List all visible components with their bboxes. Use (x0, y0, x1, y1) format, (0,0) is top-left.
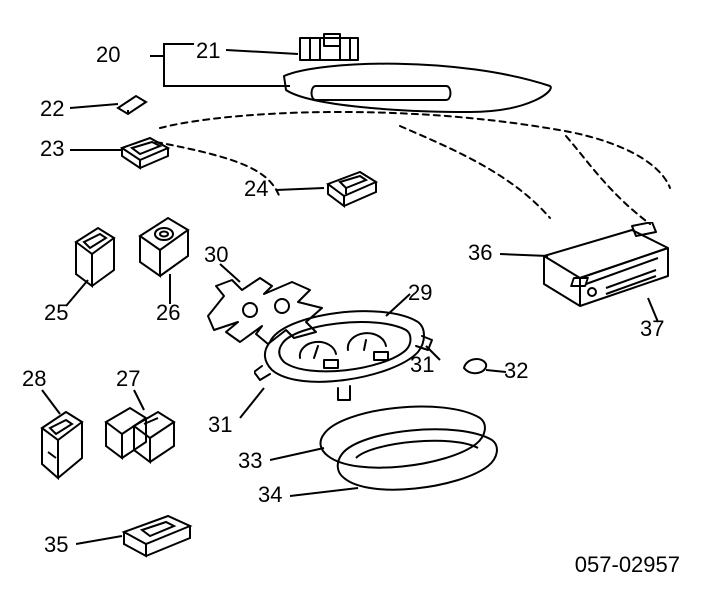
callout-31b: 31 (410, 354, 434, 376)
callout-33: 33 (238, 450, 262, 472)
leader-33 (270, 446, 326, 462)
callout-35: 35 (44, 534, 68, 556)
callout-37: 37 (640, 318, 664, 340)
part-number: 057-02957 (575, 552, 680, 578)
leader-31a (238, 386, 268, 420)
callout-26: 26 (156, 302, 180, 324)
leader-23 (70, 144, 124, 156)
callout-25: 25 (44, 302, 68, 324)
part-24 (320, 168, 382, 210)
callout-24: 24 (244, 178, 268, 200)
callout-30: 30 (204, 244, 228, 266)
callout-27: 27 (116, 368, 140, 390)
part-23 (116, 132, 174, 174)
leader-36 (500, 250, 550, 262)
callout-20: 20 (96, 44, 120, 66)
leader-27 (130, 388, 150, 412)
diagram-stage: 20 21 22 23 24 25 26 27 28 29 30 31 31 3… (0, 0, 702, 600)
callout-21: 21 (196, 40, 220, 62)
callout-29: 29 (408, 282, 432, 304)
callout-31a: 31 (208, 414, 232, 436)
callout-34: 34 (258, 484, 282, 506)
callout-36: 36 (468, 242, 492, 264)
callout-23: 23 (40, 138, 64, 160)
leader-35 (76, 532, 124, 546)
callout-28: 28 (22, 368, 46, 390)
leader-24 (276, 184, 326, 196)
leader-21 (226, 40, 306, 60)
leader-22 (70, 100, 120, 114)
leader-34 (290, 486, 360, 500)
callout-22: 22 (40, 98, 64, 120)
leader-28 (40, 388, 64, 416)
callout-32: 32 (504, 360, 528, 382)
part-35 (118, 512, 196, 560)
part-28 (36, 406, 88, 484)
